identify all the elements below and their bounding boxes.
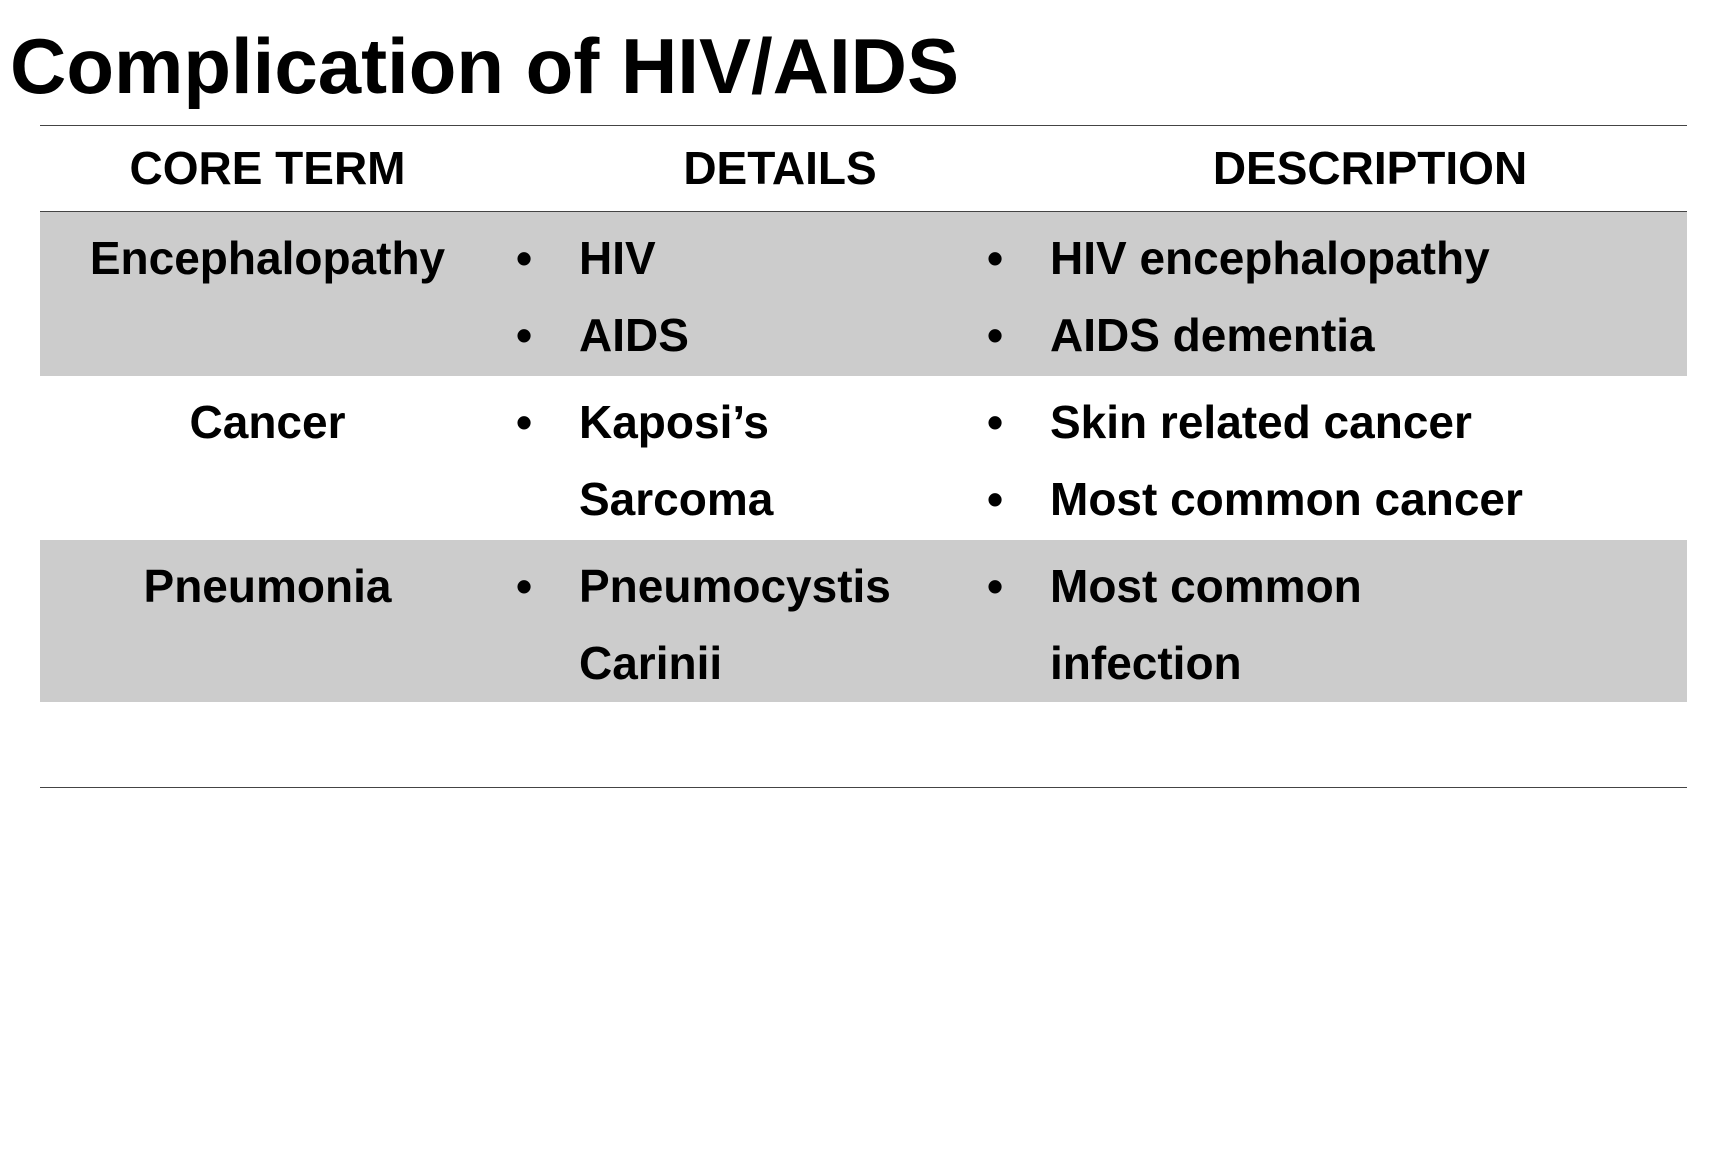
bullet-item: Skin related cancer [987, 384, 1550, 461]
details-cell: Pneumocystis Carinii [516, 548, 959, 702]
details-cell: HIVAIDS [516, 220, 959, 374]
table-bottom-rule [40, 787, 1687, 788]
description-cell: Most common infection [987, 548, 1550, 702]
header-cell: DESCRIPTION [1212, 142, 1528, 194]
description-cell: Skin related cancerMost common cancer [987, 384, 1550, 538]
core-term: Pneumonia [143, 560, 392, 612]
header-row: CORE TERM DETAILS DESCRIPTION [40, 126, 1687, 212]
bullet-item: Kaposi’s Sarcoma [516, 384, 959, 538]
slide-title: Complication of HIV/AIDS [10, 22, 960, 110]
bullet-item: AIDS dementia [987, 297, 1550, 374]
bullet-item: Pneumocystis Carinii [516, 548, 959, 702]
core-term: Cancer [189, 396, 346, 448]
table-row: CancerKaposi’s SarcomaSkin related cance… [40, 376, 1687, 540]
table-row: Pneumonia Pneumocystis CariniiMost common… [40, 540, 1687, 702]
bullet-item: HIV encephalopathy [987, 220, 1550, 297]
header-cell: CORE TERM [129, 142, 406, 194]
details-cell: Kaposi’s Sarcoma [516, 384, 959, 538]
bullet-item: HIV [516, 220, 959, 297]
header-cell: DETAILS [683, 142, 877, 194]
bullet-item: AIDS [516, 297, 959, 374]
table-row: EncephalopathyHIVAIDSHIV encephalopathyA… [40, 212, 1687, 376]
bullet-item: Most common cancer [987, 461, 1550, 538]
core-term: Encephalopathy [89, 232, 446, 284]
description-cell: HIV encephalopathyAIDS dementia [987, 220, 1550, 374]
table: CORE TERM DETAILS DESCRIPTION Encephalop… [40, 125, 1687, 702]
bullet-item: Most common infection [987, 548, 1550, 702]
